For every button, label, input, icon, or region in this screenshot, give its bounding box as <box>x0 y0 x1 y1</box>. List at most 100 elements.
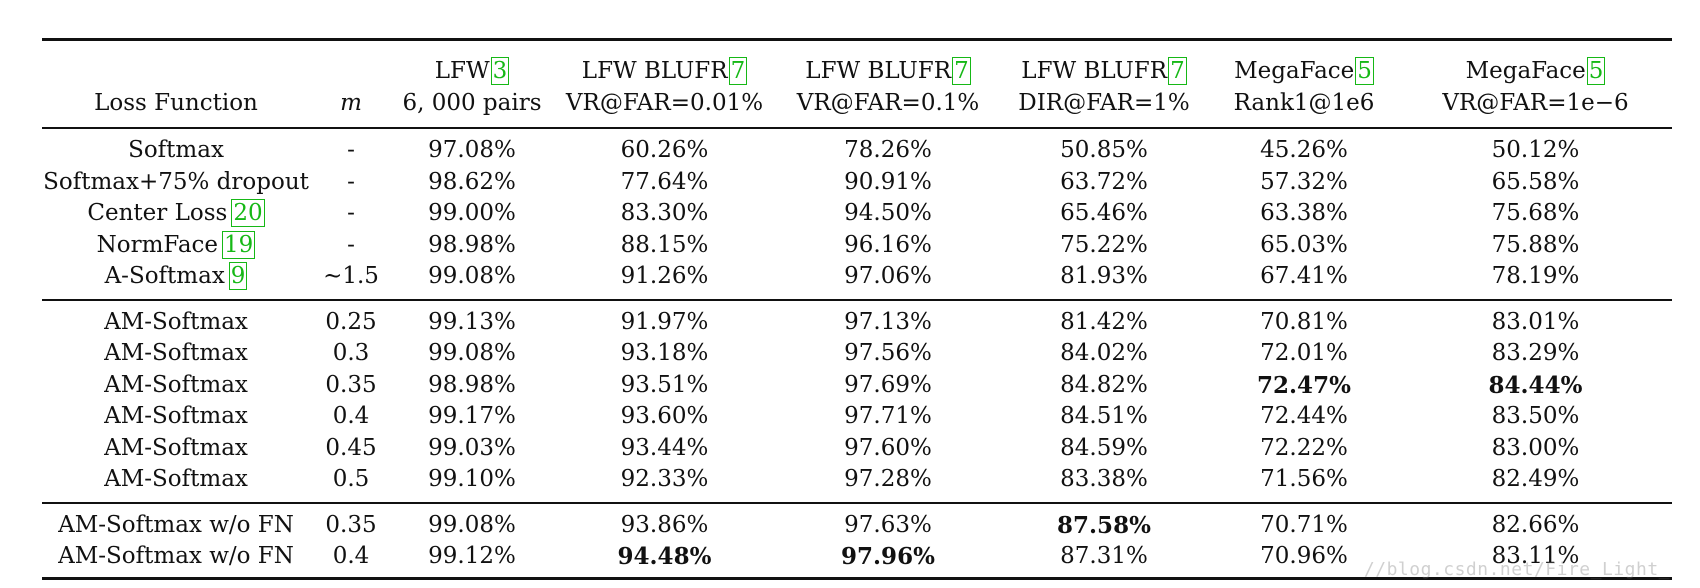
citation-link[interactable]: 7 <box>728 57 748 85</box>
value-cell: 87.31% <box>1060 543 1148 570</box>
column-header: m <box>310 40 392 129</box>
value-cell: 75.88% <box>1491 231 1580 258</box>
loss-function-name: AM-Softmax <box>104 466 248 493</box>
citation-link[interactable]: 20 <box>231 199 265 228</box>
value-cell: 45.26% <box>1260 137 1348 164</box>
citation-link[interactable]: 5 <box>1586 57 1606 85</box>
column-header-title: LFW 3 <box>392 55 552 87</box>
table-row: AM-Softmax w/o FN 0.35 99.08% 93.86% 97.63% 8… <box>42 503 1672 542</box>
loss-function-cell: NormFace 19 <box>42 230 310 262</box>
column-header: LFW BLUFR 7 DIR@FAR=1% <box>999 40 1209 129</box>
loss-function-name: Softmax+75% dropout <box>43 168 309 195</box>
margin-cell: 0.35 <box>325 371 377 398</box>
loss-function-cell: AM-Softmax <box>42 401 310 433</box>
value-cell: 75.68% <box>1491 200 1580 227</box>
value-cell: 72.47% <box>1257 371 1351 399</box>
value-cell: 97.60% <box>844 434 932 461</box>
table-row: NormFace 19 - 98.98% 88.15% 96.16% 75.22% 65.03… <box>42 230 1672 262</box>
table-group-baselines: Softmax - 97.08% 60.26% 78.26% 50.85% 45.26% 50… <box>42 128 1672 300</box>
value-cell: 72.01% <box>1260 340 1348 367</box>
value-cell: 57.32% <box>1260 168 1348 195</box>
value-cell: 84.59% <box>1060 434 1148 461</box>
value-cell: 97.13% <box>844 308 932 335</box>
value-cell: 99.10% <box>428 466 516 493</box>
column-header-title-text: LFW BLUFR <box>581 58 728 84</box>
value-cell: 84.44% <box>1488 371 1583 399</box>
value-cell: 63.72% <box>1060 168 1148 195</box>
value-cell: 83.01% <box>1491 308 1580 335</box>
value-cell: 99.13% <box>428 308 516 335</box>
value-cell: 90.91% <box>844 168 932 195</box>
citation-link[interactable]: 3 <box>490 57 510 85</box>
value-cell: 97.63% <box>844 511 932 538</box>
column-header-title: MegaFace 5 <box>1209 55 1399 87</box>
column-header-subtitle: VR@FAR=1e−6 <box>1442 90 1629 116</box>
column-header-subtitle: VR@FAR=0.01% <box>565 90 764 116</box>
loss-function-cell: A-Softmax 9 <box>42 261 310 300</box>
table-row: Softmax+75% dropout - 98.62% 77.64% 90.91% 63… <box>42 167 1672 199</box>
value-cell: 88.15% <box>620 231 709 258</box>
value-cell: 97.08% <box>428 137 516 164</box>
value-cell: 99.00% <box>428 200 516 227</box>
table-row: Center Loss 20 - 99.00% 83.30% 94.50% 65.46% 63… <box>42 198 1672 230</box>
loss-function-name: AM-Softmax w/o FN <box>58 543 294 570</box>
value-cell: 93.60% <box>620 403 709 430</box>
table-row: AM-Softmax 0.3 99.08% 93.18% 97.56% 84.02% 72.… <box>42 338 1672 370</box>
column-header-title: LFW BLUFR 7 <box>552 55 777 87</box>
results-table: Loss Function m LFW 3 6, 000 pairs LFW BLUFR 7… <box>42 38 1672 580</box>
value-cell: 84.82% <box>1060 371 1148 398</box>
value-cell: 93.18% <box>620 340 709 367</box>
loss-function-name: Center Loss <box>87 200 228 227</box>
loss-function-name: A-Softmax <box>104 263 225 290</box>
column-header-title-text: LFW BLUFR <box>805 58 952 84</box>
value-cell: 98.62% <box>428 168 516 195</box>
table-row: AM-Softmax 0.45 99.03% 93.44% 97.60% 84.59% 72… <box>42 433 1672 465</box>
value-cell: 87.58% <box>1057 511 1151 539</box>
value-cell: 72.44% <box>1260 403 1348 430</box>
margin-cell: - <box>347 137 355 164</box>
value-cell: 94.48% <box>617 543 712 571</box>
column-header-title: LFW BLUFR 7 <box>777 55 999 87</box>
loss-function-cell: AM-Softmax <box>42 300 310 339</box>
loss-function-cell: AM-Softmax <box>42 338 310 370</box>
margin-cell: 0.35 <box>325 511 377 538</box>
citation-link[interactable]: 9 <box>228 262 248 291</box>
column-header-title-text: LFW BLUFR <box>1021 58 1168 84</box>
value-cell: 65.03% <box>1260 231 1348 258</box>
loss-function-name: AM-Softmax <box>104 403 248 430</box>
value-cell: 93.51% <box>620 371 709 398</box>
margin-cell: 0.5 <box>332 466 370 493</box>
value-cell: 71.56% <box>1260 466 1348 493</box>
value-cell: 70.96% <box>1260 543 1348 570</box>
loss-function-name: NormFace <box>96 231 219 258</box>
column-header: LFW BLUFR 7 VR@FAR=0.01% <box>552 40 777 129</box>
value-cell: 63.38% <box>1260 200 1348 227</box>
table-row: AM-Softmax 0.4 99.17% 93.60% 97.71% 84.51% 72.… <box>42 401 1672 433</box>
margin-cell: ∼1.5 <box>323 263 379 290</box>
value-cell: 93.44% <box>620 434 709 461</box>
value-cell: 75.22% <box>1060 231 1148 258</box>
value-cell: 50.85% <box>1060 137 1148 164</box>
value-cell: 70.71% <box>1260 511 1348 538</box>
citation-link[interactable]: 19 <box>222 230 256 259</box>
value-cell: 98.98% <box>428 371 516 398</box>
value-cell: 98.98% <box>428 231 516 258</box>
citation-link[interactable]: 7 <box>1168 57 1187 85</box>
margin-cell: - <box>347 200 355 227</box>
column-header: LFW 3 6, 000 pairs <box>392 40 552 129</box>
table-row: AM-Softmax 0.35 98.98% 93.51% 97.69% 84.82% 72… <box>42 370 1672 402</box>
value-cell: 96.16% <box>844 231 932 258</box>
citation-link[interactable]: 7 <box>952 57 971 85</box>
table-row: AM-Softmax w/o FN 0.4 99.12% 94.48% 97.96% 87… <box>42 541 1672 578</box>
value-cell: 97.06% <box>844 263 932 290</box>
value-cell: 82.66% <box>1491 511 1580 538</box>
citation-link[interactable]: 5 <box>1355 57 1374 85</box>
value-cell: 93.86% <box>620 511 709 538</box>
value-cell: 65.58% <box>1491 168 1580 195</box>
value-cell: 83.38% <box>1060 466 1148 493</box>
loss-function-cell: AM-Softmax <box>42 433 310 465</box>
margin-cell: 0.4 <box>332 403 370 430</box>
value-cell: 91.26% <box>620 263 709 290</box>
loss-function-cell: AM-Softmax <box>42 464 310 503</box>
header-row: Loss Function m LFW 3 6, 000 pairs LFW BLUFR 7… <box>42 39 1672 129</box>
